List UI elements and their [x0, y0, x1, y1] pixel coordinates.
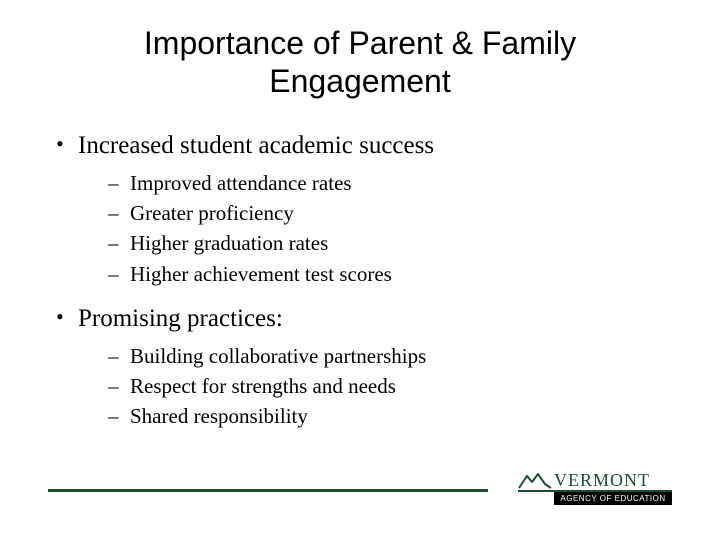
slide-footer: VERMONT AGENCY OF EDUCATION [48, 468, 672, 514]
bullet-text: Promising practices: [78, 305, 283, 332]
slide: Importance of Parent & Family Engagement… [0, 0, 720, 540]
bullet-item: Promising practices: Building collaborat… [52, 302, 672, 431]
bullet-item: Increased student academic success Impro… [52, 129, 672, 288]
sub-bullet-item: Respect for strengths and needs [78, 372, 672, 400]
sub-bullet-item: Higher achievement test scores [78, 260, 672, 288]
sub-bullet-item: Greater proficiency [78, 199, 672, 227]
sub-bullet-item: Building collaborative partnerships [78, 342, 672, 370]
sub-bullet-list: Improved attendance rates Greater profic… [78, 169, 672, 288]
bullet-text: Increased student academic success [78, 132, 434, 159]
slide-content: Increased student academic success Impro… [48, 129, 672, 431]
sub-bullet-item: Improved attendance rates [78, 169, 672, 197]
bullet-list: Increased student academic success Impro… [52, 129, 672, 431]
footer-divider [48, 489, 488, 492]
sub-bullet-item: Shared responsibility [78, 402, 672, 430]
mountain-icon [518, 472, 552, 490]
sub-bullet-list: Building collaborative partnerships Resp… [78, 342, 672, 431]
slide-title: Importance of Parent & Family Engagement [48, 24, 672, 101]
logo-main-text: VERMONT [554, 470, 650, 491]
vermont-logo: VERMONT AGENCY OF EDUCATION [518, 468, 672, 514]
logo-sub-text: AGENCY OF EDUCATION [554, 492, 672, 505]
sub-bullet-item: Higher graduation rates [78, 229, 672, 257]
